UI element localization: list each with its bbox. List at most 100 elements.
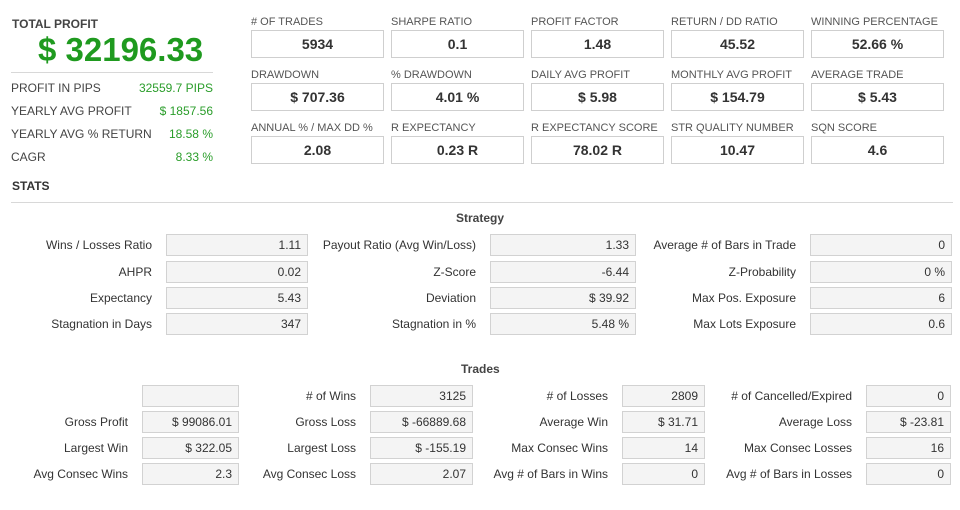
metric-label-pct-drawdown: % DRAWDOWN [391,69,472,81]
trades-value-largest-loss: $ -155.19 [370,437,473,459]
trades-label-gross-loss: Gross Loss [295,415,356,429]
strategy-label-payout-ratio-avg-win-loss: Payout Ratio (Avg Win/Loss) [322,238,476,252]
metric-value-daily-avg-profit: $ 5.98 [531,83,664,111]
trades-label-max-consec-losses: Max Consec Losses [743,441,852,455]
strategy-label-stagnation-in-days: Stagnation in Days [51,317,152,331]
metric-label-profit-factor: PROFIT FACTOR [531,16,619,28]
metric-value-average-trade: $ 5.43 [811,83,944,111]
trades-label-avg-of-bars-in-wins: Avg # of Bars in Wins [493,467,609,481]
strategy-value-expectancy: 5.43 [166,287,308,309]
trades-value-average-win: $ 31.71 [622,411,705,433]
metric-label-daily-avg-profit: DAILY AVG PROFIT [531,69,631,81]
summary-row-yearly-avg-return: YEARLY AVG % RETURN 18.58 % [11,127,213,141]
trades-title: Trades [461,362,500,376]
trades-value-avg-of-bars-in-losses: 0 [866,463,951,485]
metric-value-sharpe-ratio: 0.1 [391,30,524,58]
trades-value-gross-profit: $ 99086.01 [142,411,239,433]
trades-value-of-losses: 2809 [622,385,705,407]
strategy-label-deviation: Deviation [425,291,476,305]
strategy-label-z-probability: Z-Probability [728,265,796,279]
trades-value-largest-win: $ 322.05 [142,437,239,459]
trades-value-avg-consec-loss: 2.07 [370,463,473,485]
strategy-label-ahpr: AHPR [118,265,152,279]
trades-label-gross-profit: Gross Profit [64,415,128,429]
strategy-value-z-probability: 0 % [810,261,952,283]
strategy-value-max-lots-exposure: 0.6 [810,313,952,335]
trades-label-avg-consec-wins: Avg Consec Wins [33,467,128,481]
metric-value-trades: 5934 [251,30,384,58]
metric-label-sharpe-ratio: SHARPE RATIO [391,16,473,28]
trades-label-of-cancelled-expired: # of Cancelled/Expired [731,389,852,403]
metric-label-trades: # OF TRADES [251,16,323,28]
summary-row-cagr: CAGR 8.33 % [11,150,213,164]
trades-label-average-loss: Average Loss [778,415,852,429]
summary-label: PROFIT IN PIPS [11,81,101,95]
metric-label-monthly-avg-profit: MONTHLY AVG PROFIT [671,69,793,81]
metric-value-str-quality-number: 10.47 [671,136,804,164]
trades-value-avg-consec-wins: 2.3 [142,463,239,485]
metric-value-profit-factor: 1.48 [531,30,664,58]
strategy-value-max-pos-exposure: 6 [810,287,952,309]
summary-row-yearly-avg-profit: YEARLY AVG PROFIT $ 1857.56 [11,104,213,118]
summary-row-profit-pips: PROFIT IN PIPS 32559.7 PIPS [11,81,213,95]
metric-label-return-dd-ratio: RETURN / DD RATIO [671,16,778,28]
trades-value-max-consec-wins: 14 [622,437,705,459]
strategy-value-ahpr: 0.02 [166,261,308,283]
trades-value-max-consec-losses: 16 [866,437,951,459]
stats-divider [11,202,953,203]
total-profit-value: $ 32196.33 [38,31,204,68]
strategy-label-average-of-bars-in-trade: Average # of Bars in Trade [653,238,796,252]
trades-value-average-loss: $ -23.81 [866,411,951,433]
strategy-value-average-of-bars-in-trade: 0 [810,234,952,256]
trades-label-largest-win: Largest Win [63,441,128,455]
strategy-label-z-score: Z-Score [433,265,476,279]
metric-label-winning-percentage: WINNING PERCENTAGE [811,16,938,28]
strategy-label-max-pos-exposure: Max Pos. Exposure [691,291,796,305]
stats-heading: STATS [12,179,50,193]
metric-label-average-trade: AVERAGE TRADE [811,69,904,81]
trades-value-of-wins: 3125 [370,385,473,407]
strategy-label-max-lots-exposure: Max Lots Exposure [693,317,796,331]
metric-label-r-expectancy-score: R EXPECTANCY SCORE [531,122,658,134]
trades-label-avg-of-bars-in-losses: Avg # of Bars in Losses [726,467,852,481]
metric-label-annual-max-dd: ANNUAL % / MAX DD % [251,122,373,134]
summary-value: 8.33 % [175,150,213,164]
trades-value-gross-loss: $ -66889.68 [370,411,473,433]
trades-label-max-consec-wins: Max Consec Wins [511,441,608,455]
trades-label-avg-consec-loss: Avg Consec Loss [262,467,356,481]
metric-label-str-quality-number: STR QUALITY NUMBER [671,122,794,134]
strategy-value-stagnation-in: 5.48 % [490,313,636,335]
summary-label: YEARLY AVG % RETURN [11,127,152,141]
strategy-value-stagnation-in-days: 347 [166,313,308,335]
metric-label-r-expectancy: R EXPECTANCY [391,122,476,134]
summary-value: $ 1857.56 [159,104,213,118]
metric-label-sqn-score: SQN SCORE [811,122,878,134]
summary-value: 18.58 % [168,127,213,141]
trades-value-blank [142,385,239,407]
metric-value-pct-drawdown: 4.01 % [391,83,524,111]
strategy-value-z-score: -6.44 [490,261,636,283]
trades-label-average-win: Average Win [539,415,608,429]
metric-value-r-expectancy-score: 78.02 R [531,136,664,164]
trades-label-largest-loss: Largest Loss [287,441,356,455]
strategy-value-payout-ratio-avg-win-loss: 1.33 [490,234,636,256]
trades-value-avg-of-bars-in-wins: 0 [622,463,705,485]
metric-value-annual-max-dd: 2.08 [251,136,384,164]
strategy-label-wins-losses-ratio: Wins / Losses Ratio [45,238,152,252]
metric-value-drawdown: $ 707.36 [251,83,384,111]
trades-label-of-wins: # of Wins [305,389,356,403]
strategy-label-stagnation-in: Stagnation in % [391,317,476,331]
metric-value-r-expectancy: 0.23 R [391,136,524,164]
metric-value-monthly-avg-profit: $ 154.79 [671,83,804,111]
summary-value: 32559.7 PIPS [138,81,213,95]
trades-value-of-cancelled-expired: 0 [866,385,951,407]
metric-label-drawdown: DRAWDOWN [251,69,320,81]
strategy-value-wins-losses-ratio: 1.11 [166,234,308,256]
strategy-value-deviation: $ 39.92 [490,287,636,309]
strategy-title: Strategy [456,211,505,225]
metric-value-winning-percentage: 52.66 % [811,30,944,58]
summary-label: YEARLY AVG PROFIT [11,104,132,118]
summary-label: CAGR [11,150,46,164]
summary-divider [11,72,213,73]
strategy-label-expectancy: Expectancy [89,291,152,305]
